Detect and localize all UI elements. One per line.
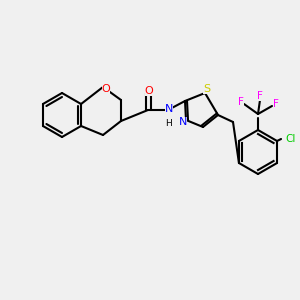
Text: N: N (165, 104, 173, 114)
Text: S: S (203, 84, 211, 94)
Text: H: H (166, 118, 172, 127)
Text: Cl: Cl (286, 134, 296, 144)
Text: F: F (273, 99, 279, 109)
Text: O: O (145, 86, 153, 96)
Text: F: F (257, 91, 263, 101)
Text: F: F (238, 97, 244, 107)
Text: O: O (102, 84, 110, 94)
Text: N: N (179, 117, 187, 127)
